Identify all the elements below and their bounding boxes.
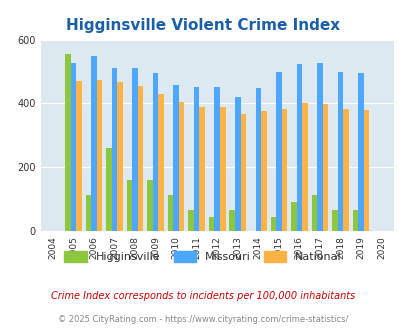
Bar [111,68,117,231]
Legend: Higginsville, Missouri, National: Higginsville, Missouri, National [60,247,345,267]
Bar [275,72,281,231]
Bar [301,103,307,231]
Bar [281,109,286,231]
Bar [199,107,205,231]
Bar [240,114,245,231]
Bar [147,180,152,231]
Bar [188,210,194,231]
Bar [270,216,275,231]
Bar [76,81,81,231]
Bar [234,97,240,231]
Bar [158,94,164,231]
Bar [337,72,342,231]
Bar [106,148,111,231]
Bar [311,195,316,231]
Bar [342,109,348,231]
Bar [117,82,123,231]
Text: © 2025 CityRating.com - https://www.cityrating.com/crime-statistics/: © 2025 CityRating.com - https://www.city… [58,315,347,324]
Text: Crime Index corresponds to incidents per 100,000 inhabitants: Crime Index corresponds to incidents per… [51,291,354,301]
Bar [173,85,179,231]
Bar [255,88,260,231]
Bar [331,210,337,231]
Bar [316,63,322,231]
Bar [96,81,102,231]
Bar [214,87,220,231]
Bar [85,195,91,231]
Bar [322,104,327,231]
Bar [229,210,234,231]
Bar [352,210,357,231]
Bar [179,102,184,231]
Bar [357,73,363,231]
Bar [290,202,296,231]
Bar [167,195,173,231]
Bar [91,56,96,231]
Bar [209,216,214,231]
Bar [152,73,158,231]
Text: Higginsville Violent Crime Index: Higginsville Violent Crime Index [66,18,339,33]
Bar [363,110,369,231]
Bar [220,107,225,231]
Bar [138,86,143,231]
Bar [65,54,70,231]
Bar [70,63,76,231]
Bar [126,180,132,231]
Bar [260,112,266,231]
Bar [296,63,301,231]
Bar [194,87,199,231]
Bar [132,68,138,231]
